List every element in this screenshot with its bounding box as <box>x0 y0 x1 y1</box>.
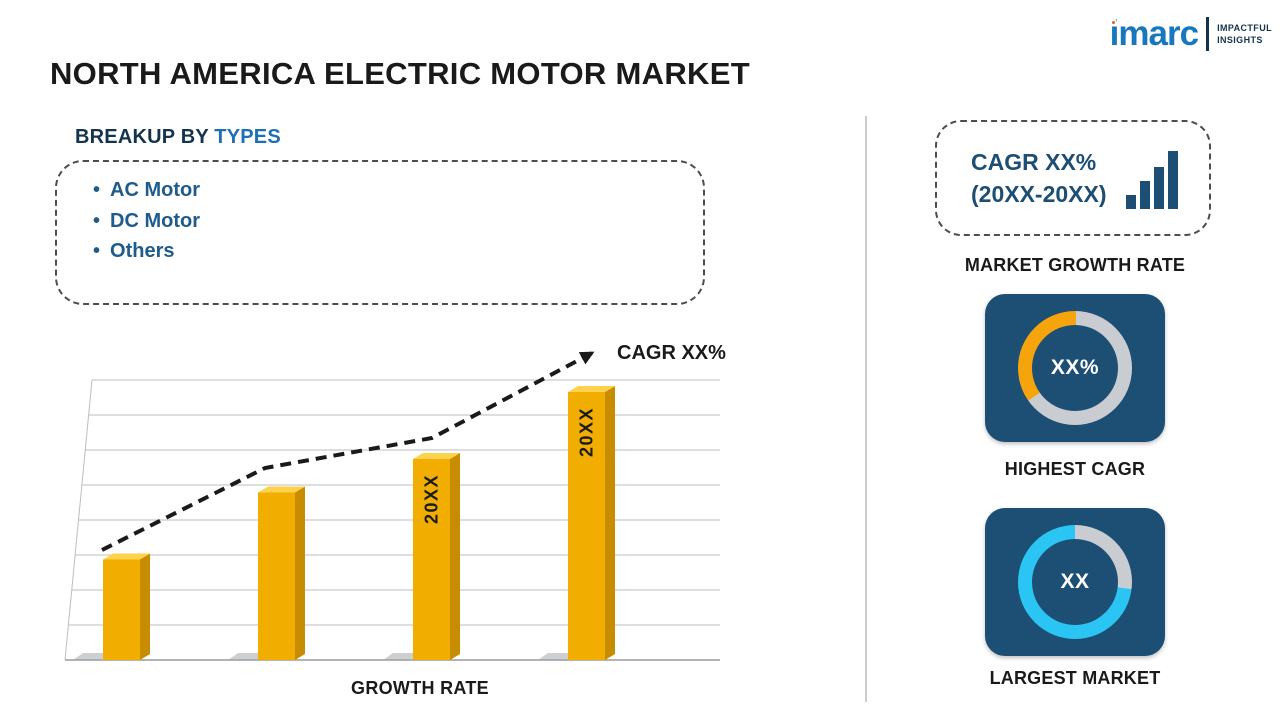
market-growth-rate-label: MARKET GROWTH RATE <box>964 255 1186 275</box>
bar-top-face <box>103 553 150 560</box>
bar-floor-shadow <box>228 653 266 660</box>
logo-brand-text: imarc <box>1109 14 1199 53</box>
list-item-label: Others <box>110 240 175 262</box>
chart-bars: 20XX 20XX <box>73 386 615 660</box>
bar-chart-icon <box>1125 151 1178 209</box>
largest-market-card: XX <box>985 508 1165 656</box>
bar-top-face <box>258 486 305 493</box>
list-item: • Others <box>93 236 673 267</box>
bar-front-face <box>413 459 450 660</box>
breakup-heading-prefix: BREAKUP BY <box>75 126 215 148</box>
page-title: NORTH AMERICA ELECTRIC MOTOR MARKET <box>50 56 750 91</box>
cagr-trend-label: CAGR XX% <box>617 342 726 364</box>
bar-floor-shadow <box>73 653 111 660</box>
bullet-icon: • <box>93 209 101 232</box>
bar-front-face <box>103 559 140 660</box>
bar-side-face <box>605 386 615 660</box>
cagr-callout-box: CAGR XX% (20XX-20XX) <box>935 120 1211 236</box>
bar-top-face <box>568 386 615 392</box>
bar-side-face <box>295 486 305 660</box>
logo-orange-dot-icon <box>1109 19 1117 26</box>
bar-side-face <box>450 453 460 660</box>
cagr-value-line: CAGR XX% <box>971 148 1097 175</box>
cagr-trend-arrow <box>101 351 595 552</box>
imarc-logo: imarc IMPACTFUL INSIGHTS <box>1109 14 1272 53</box>
bar-year-label: 20XX <box>422 474 442 524</box>
highest-cagr-card: XX% <box>985 294 1165 442</box>
highest-cagr-donut-chart: XX% <box>1018 311 1132 425</box>
bar-side-face <box>140 553 150 660</box>
breakup-types-box: • AC Motor • DC Motor • Others <box>55 160 705 305</box>
highest-cagr-label: HIGHEST CAGR <box>1004 459 1146 479</box>
chart-xlabel: GROWTH RATE <box>351 678 489 698</box>
largest-market-value: XX <box>1060 570 1090 593</box>
list-item-label: DC Motor <box>110 209 200 232</box>
bar-top-face <box>413 453 460 459</box>
logo-tagline-line2: INSIGHTS <box>1217 34 1263 45</box>
logo-separator <box>1206 16 1210 51</box>
logo-tagline-line1: IMPACTFUL <box>1217 22 1272 33</box>
largest-market-donut-chart: XX <box>1018 525 1132 639</box>
cagr-period-line: (20XX-20XX) <box>971 180 1107 207</box>
bar-front-face <box>568 392 605 660</box>
section-divider <box>865 116 867 702</box>
list-item: • DC Motor <box>93 206 673 237</box>
type-list: • AC Motor • DC Motor • Others <box>93 175 673 267</box>
list-item-label: AC Motor <box>110 179 200 201</box>
bar-floor-shadow <box>383 653 421 660</box>
bar-front-face <box>258 492 295 660</box>
chart-gridlines <box>64 379 720 661</box>
breakup-heading-highlight: TYPES <box>214 126 281 148</box>
logo-tagline: IMPACTFUL INSIGHTS <box>1217 23 1272 45</box>
bullet-icon: • <box>93 179 101 201</box>
highest-cagr-value: XX% <box>1050 356 1100 379</box>
bar-floor-shadow <box>538 653 576 660</box>
breakup-heading: BREAKUP BY TYPES <box>75 126 281 149</box>
cagr-callout-text: CAGR XX% (20XX-20XX) <box>971 149 1107 208</box>
list-item: • AC Motor <box>93 175 673 206</box>
largest-market-label: LARGEST MARKET <box>989 668 1161 688</box>
bar-year-label: 20XX <box>577 407 597 457</box>
growth-rate-bar-chart: 20XX 20XX <box>64 351 720 661</box>
logo-brand: imarc <box>1109 14 1199 53</box>
bullet-icon: • <box>93 240 101 262</box>
